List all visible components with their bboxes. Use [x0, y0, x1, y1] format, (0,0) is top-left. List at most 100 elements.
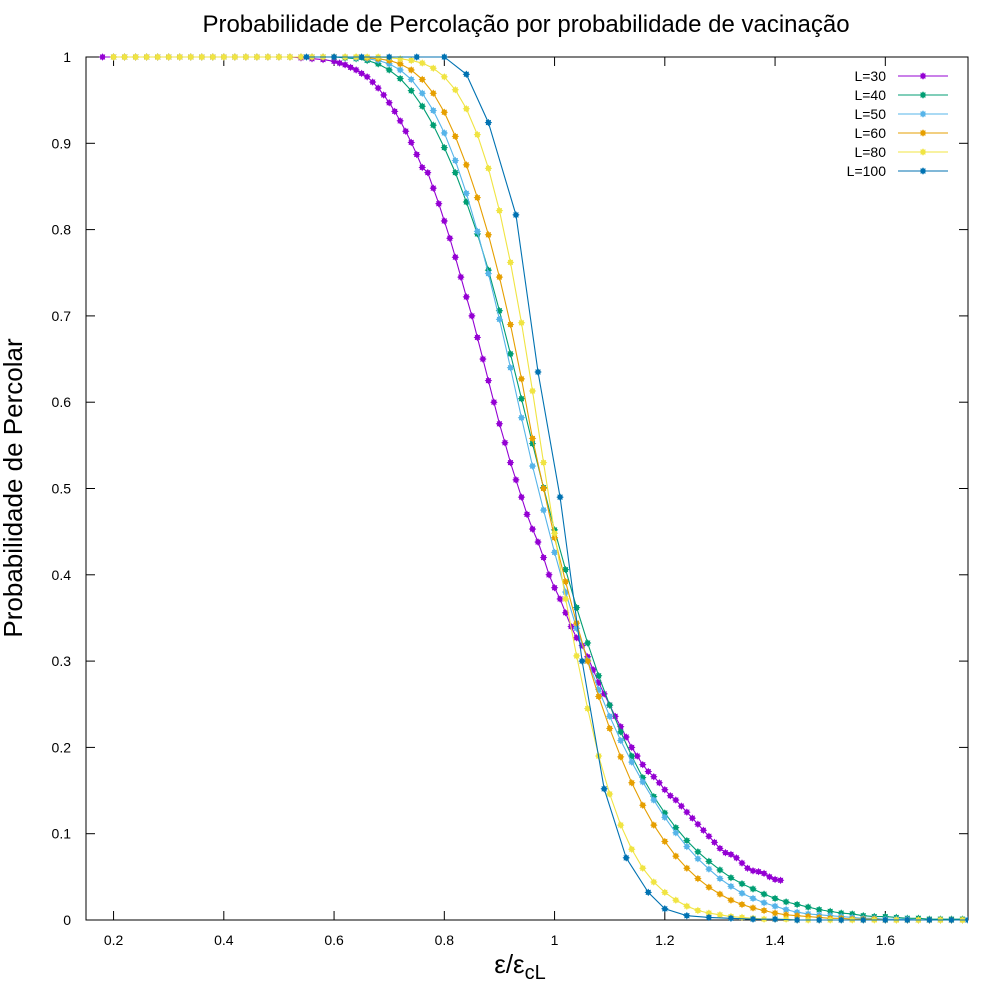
data-point [352, 66, 360, 74]
data-point [429, 64, 438, 72]
data-point [919, 148, 927, 156]
data-point [396, 60, 404, 68]
data-point [815, 905, 823, 914]
data-point [451, 132, 460, 141]
data-point [418, 59, 427, 67]
data-point [699, 826, 708, 835]
data-point [401, 127, 410, 135]
data-point [710, 838, 719, 847]
data-point [705, 832, 713, 841]
x-axis-title-main: ε/ε [494, 949, 525, 979]
y-tick-label: 0.6 [52, 394, 72, 410]
data-point [694, 848, 702, 856]
data-point [457, 273, 465, 281]
data-point [964, 916, 968, 924]
data-point [743, 864, 752, 872]
data-point [771, 915, 779, 923]
data-point [429, 106, 438, 115]
data-point [661, 785, 669, 794]
data-point [142, 53, 151, 61]
data-point [446, 234, 454, 242]
data-point [407, 66, 416, 74]
data-point [650, 878, 658, 886]
data-point [407, 86, 416, 95]
data-point [716, 911, 724, 919]
data-point [407, 75, 416, 84]
data-point [418, 75, 427, 84]
data-point [517, 394, 526, 403]
data-point [197, 53, 206, 61]
data-point [153, 53, 162, 61]
data-point [727, 873, 735, 882]
data-point [738, 913, 746, 922]
data-point [451, 156, 460, 165]
data-point [616, 821, 625, 829]
legend-label: L=60 [854, 125, 886, 141]
data-point [517, 319, 526, 327]
data-point [627, 845, 636, 853]
data-point [738, 889, 746, 898]
data-point [638, 760, 647, 769]
data-point [705, 857, 713, 866]
data-point [683, 808, 691, 816]
data-point [793, 900, 801, 909]
y-tick-label: 0.3 [52, 653, 72, 669]
x-axis-title-subscript: cL [525, 962, 546, 984]
legend: L=30 L=40 L=50 L=60 L=80 L=100 [847, 68, 948, 179]
data-point [379, 91, 388, 99]
data-point [407, 138, 416, 147]
data-point [605, 724, 614, 733]
x-tick-label: 1.2 [655, 932, 675, 948]
data-point [683, 842, 691, 851]
legend-label: L=80 [854, 144, 886, 160]
data-point [297, 53, 305, 61]
data-point [677, 802, 686, 810]
data-point [407, 56, 416, 65]
data-point [919, 167, 927, 175]
data-point [605, 701, 614, 709]
data-point [231, 53, 239, 61]
data-point [517, 413, 526, 422]
data-point [749, 885, 757, 893]
data-point [473, 193, 482, 202]
data-point [429, 121, 438, 129]
data-point [672, 852, 680, 860]
data-point [396, 117, 404, 125]
data-point [418, 163, 427, 172]
series-l-100 [302, 53, 968, 924]
data-point [451, 168, 460, 177]
data-point [440, 129, 449, 137]
data-point [512, 211, 520, 219]
data-point [655, 779, 664, 787]
legend-label: L=30 [854, 68, 886, 84]
data-point [374, 84, 382, 92]
data-point [462, 70, 471, 79]
data-point [357, 53, 366, 61]
data-point [545, 571, 553, 579]
data-point [765, 873, 774, 881]
data-point [661, 905, 669, 913]
data-point [721, 848, 730, 857]
data-point [534, 368, 542, 376]
data-point [302, 53, 311, 61]
data-point [539, 484, 548, 493]
data-point [484, 376, 493, 385]
data-point [440, 217, 449, 225]
x-tick-label: 0.2 [104, 932, 124, 948]
data-point [539, 553, 548, 562]
data-point [793, 916, 801, 924]
data-point [335, 59, 344, 67]
data-point [650, 796, 658, 804]
data-point [412, 53, 421, 61]
data-point [253, 53, 261, 61]
data-point [424, 168, 432, 177]
data-point [528, 387, 537, 395]
data-point [627, 779, 636, 787]
data-point [451, 253, 460, 261]
data-point [672, 796, 680, 804]
data-point [286, 53, 294, 61]
data-point [561, 595, 570, 603]
y-tick-label: 0.7 [52, 308, 72, 324]
data-point [556, 493, 564, 501]
data-point [622, 854, 630, 862]
